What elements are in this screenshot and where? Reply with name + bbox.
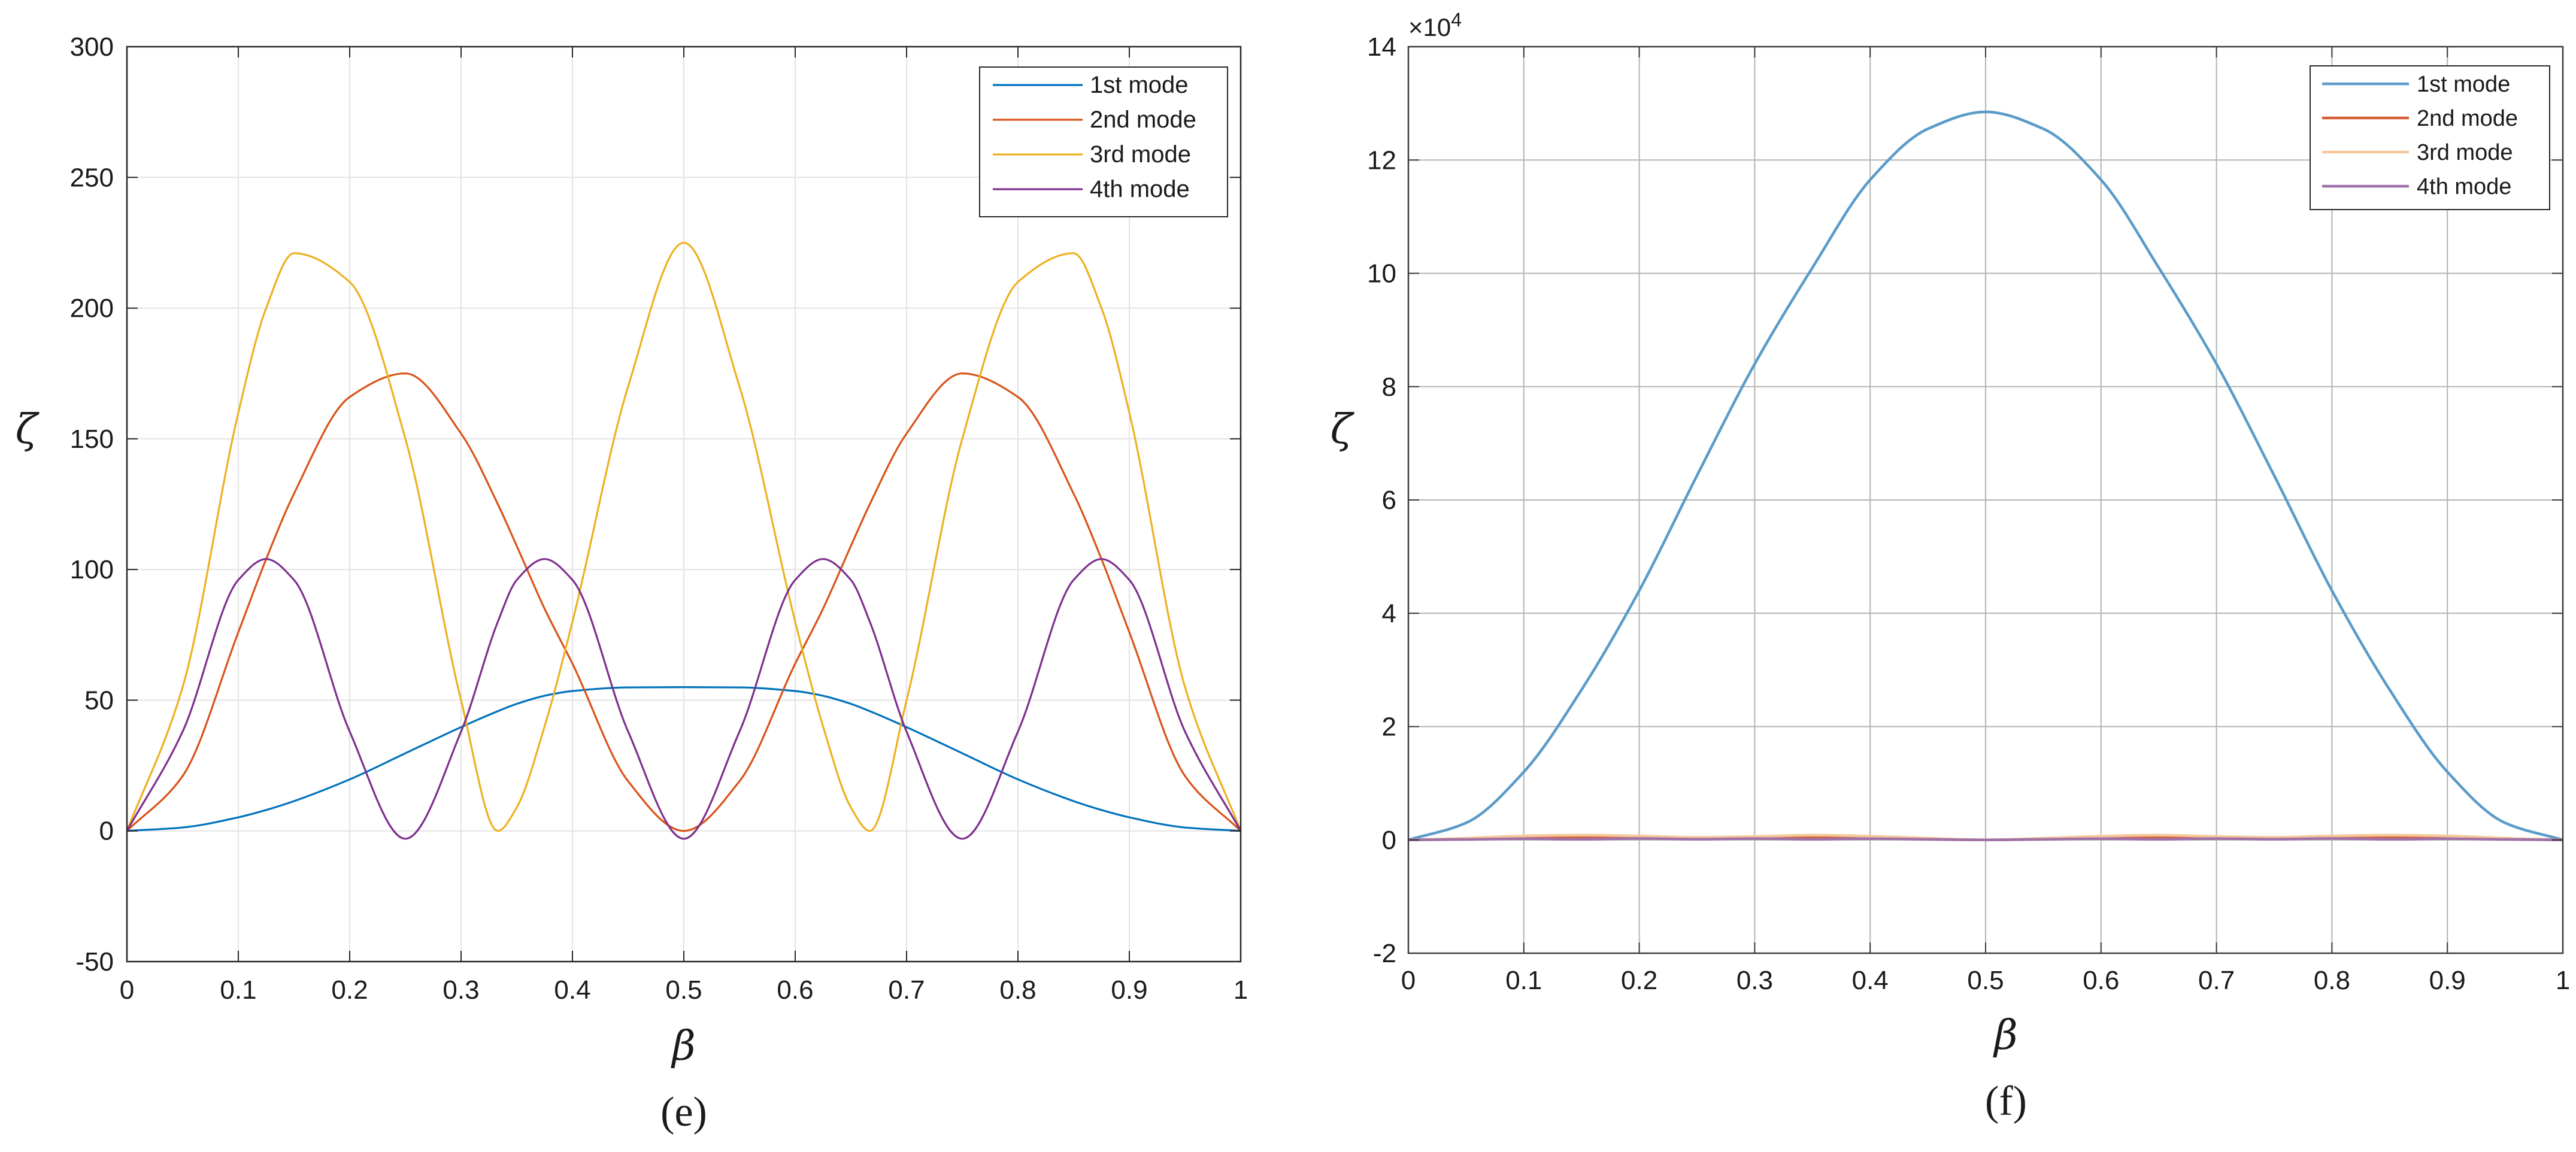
x-tick-label: 0	[120, 975, 134, 1005]
y-tick-label: 12	[1367, 145, 1396, 175]
legend-label-2: 2nd mode	[1090, 107, 1196, 133]
y-tick-label: 4	[1382, 599, 1396, 628]
legend: 1st mode 2nd mode 3rd mode 4th mode	[979, 66, 1228, 217]
x-tick-label: 1	[1234, 975, 1248, 1005]
series-line-2	[126, 372, 1242, 832]
y-tick-label: 0	[1382, 826, 1396, 855]
y-tick-label: 2	[1382, 713, 1396, 742]
legend-box	[979, 66, 1228, 217]
legend-label-4: 4th mode	[1090, 176, 1190, 202]
y-tick-label: 6	[1382, 486, 1396, 515]
x-axis-label: β	[670, 1023, 695, 1070]
y-tick-label: -2	[1373, 939, 1396, 968]
series-group	[126, 241, 1242, 840]
ticks: 0 0.1 0.2 0.3 0.4 0.5 0.6 0.7 0.8 0.9 1-2024681012…	[1367, 32, 2570, 995]
y-exponent-label: ×104	[1408, 9, 1462, 41]
series-line-3	[126, 241, 1242, 832]
chart-panel-e: 0 0.1 0.2 0.3 0.4 0.5 0.6 0.7 0.8 0.9 1-5005010015…	[16, 32, 1248, 1135]
legend-label-3: 3rd mode	[2417, 140, 2513, 165]
y-tick-label: 250	[70, 163, 114, 192]
y-tick-label: 0	[99, 817, 114, 846]
x-tick-label: 0.6	[2083, 966, 2119, 995]
series-group	[1408, 110, 2563, 841]
x-tick-label: 0.3	[1736, 966, 1773, 995]
series-line-4	[1408, 837, 2563, 841]
y-tick-label: 200	[70, 294, 114, 323]
y-tick-label: 300	[70, 32, 114, 62]
legend-label-3: 3rd mode	[1090, 141, 1191, 168]
x-tick-label: 0.9	[2429, 966, 2466, 995]
y-tick-label: 8	[1382, 372, 1396, 402]
x-tick-label: 0.7	[888, 975, 925, 1005]
x-tick-label: 0.2	[1621, 966, 1657, 995]
legend-label-4: 4th mode	[2417, 174, 2511, 199]
ticks: 0 0.1 0.2 0.3 0.4 0.5 0.6 0.7 0.8 0.9 1-5005010015…	[70, 32, 1248, 1005]
legend-label-2: 2nd mode	[2417, 106, 2518, 131]
y-tick-label: 14	[1367, 32, 1396, 62]
x-tick-label: 0.1	[220, 975, 256, 1005]
legend-label-1: 1st mode	[2417, 72, 2510, 97]
x-tick-label: 0.5	[1967, 966, 2004, 995]
x-tick-label: 0.7	[2198, 966, 2235, 995]
x-tick-label: 0.8	[2314, 966, 2350, 995]
x-tick-label: 0	[1401, 966, 1416, 995]
x-tick-label: 0.8	[999, 975, 1036, 1005]
x-tick-label: 0.9	[1111, 975, 1147, 1005]
y-tick-label: 150	[70, 425, 114, 454]
series-line-4	[126, 558, 1242, 840]
series-line-1	[1408, 110, 2563, 841]
y-tick-label: 10	[1367, 259, 1396, 289]
x-tick-label: 0.4	[554, 975, 590, 1005]
y-tick-label: -50	[75, 947, 114, 977]
panel-caption: (f)	[1985, 1078, 2027, 1124]
x-tick-label: 0.5	[665, 975, 702, 1005]
y-axis-label: ζ	[16, 406, 40, 453]
x-tick-label: 0.6	[777, 975, 813, 1005]
x-tick-label: 0.1	[1505, 966, 1542, 995]
x-tick-label: 0.4	[1852, 966, 1889, 995]
series-line-1	[126, 686, 1241, 832]
y-axis-label: ζ	[1331, 406, 1355, 453]
y-tick-label: 100	[70, 555, 114, 584]
y-tick-label: 50	[84, 686, 114, 715]
legend: 1st mode 2nd mode 3rd mode 4th mode	[2310, 65, 2550, 210]
x-tick-label: 1	[2556, 966, 2570, 995]
panel-caption: (e)	[660, 1089, 707, 1135]
x-axis-label: β	[1992, 1012, 2017, 1059]
x-tick-label: 0.3	[443, 975, 479, 1005]
chart-panel-f: 0 0.1 0.2 0.3 0.4 0.5 0.6 0.7 0.8 0.9 1-2024681012…	[1331, 9, 2571, 1124]
x-tick-label: 0.2	[331, 975, 368, 1005]
legend-label-1: 1st mode	[1090, 72, 1189, 98]
